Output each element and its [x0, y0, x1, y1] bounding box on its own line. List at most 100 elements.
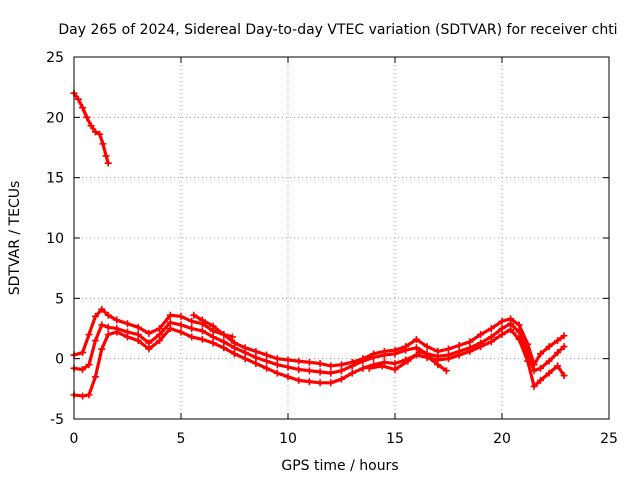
data-point	[99, 140, 107, 148]
data-point	[156, 337, 164, 345]
data-point	[391, 366, 399, 374]
x-axis-label: GPS time / hours	[281, 458, 398, 474]
data-point	[166, 325, 174, 332]
data-point	[85, 331, 93, 339]
x-tick-label: 25	[600, 431, 618, 447]
data-point	[316, 359, 324, 367]
data-point	[338, 375, 345, 383]
data-point	[220, 331, 228, 339]
data-point	[220, 344, 228, 352]
data-point	[241, 349, 249, 357]
data-point	[134, 331, 142, 339]
data-point	[188, 317, 196, 325]
data-point	[177, 328, 185, 336]
data-point	[273, 361, 281, 369]
data-point	[423, 343, 431, 351]
data-point	[515, 335, 523, 343]
data-point	[537, 350, 545, 358]
data-point	[404, 357, 412, 365]
data-point	[85, 391, 93, 399]
data-point	[188, 325, 196, 332]
data-point	[273, 369, 281, 377]
data-point	[560, 343, 568, 351]
data-point	[348, 362, 356, 370]
data-point	[166, 318, 174, 326]
data-point	[530, 382, 538, 390]
data-point	[498, 325, 506, 332]
data-point	[91, 312, 99, 320]
data-point	[391, 359, 399, 367]
data-point	[545, 357, 553, 365]
data-point	[537, 376, 545, 384]
data-point	[295, 366, 303, 374]
series-points-early-arc	[70, 89, 112, 167]
data-point	[554, 337, 562, 345]
data-point	[87, 122, 95, 130]
data-point	[134, 323, 142, 331]
data-point	[466, 347, 474, 355]
data-point	[145, 339, 153, 347]
data-point	[98, 345, 106, 353]
data-point	[327, 379, 335, 387]
data-point	[434, 361, 442, 369]
data-point	[515, 321, 523, 329]
data-point	[263, 351, 271, 359]
data-point	[145, 329, 153, 337]
x-tick-label: 20	[493, 431, 511, 447]
data-point	[305, 367, 313, 375]
data-point	[537, 364, 545, 372]
data-point	[442, 367, 450, 375]
data-point	[284, 373, 292, 381]
data-point	[545, 369, 553, 377]
data-point	[284, 363, 292, 371]
data-point	[79, 366, 87, 374]
data-point	[498, 317, 506, 325]
data-point	[348, 369, 356, 377]
data-point	[423, 352, 431, 360]
data-point	[466, 338, 474, 346]
data-point	[228, 333, 236, 341]
data-point	[209, 339, 217, 347]
data-point	[445, 345, 452, 353]
data-point	[338, 367, 345, 375]
data-point	[252, 359, 260, 367]
data-point	[378, 362, 386, 370]
y-tick-label: -5	[50, 412, 64, 428]
data-point	[156, 331, 164, 339]
data-point	[231, 350, 238, 358]
series-line-early-arc	[72, 91, 110, 165]
data-point	[412, 344, 420, 352]
data-point	[455, 341, 463, 349]
data-point	[91, 373, 99, 381]
data-point	[412, 335, 420, 343]
data-point	[134, 337, 142, 345]
data-point	[338, 361, 345, 369]
data-point	[102, 152, 110, 160]
data-point	[98, 305, 106, 313]
data-point	[252, 347, 260, 355]
data-point	[498, 331, 506, 339]
data-point	[209, 322, 217, 330]
series-points-short-segments-1	[190, 311, 236, 341]
data-point	[524, 357, 532, 365]
data-point	[177, 312, 185, 320]
data-point	[305, 358, 313, 366]
series-points-band-upper	[70, 305, 568, 370]
data-point	[295, 376, 303, 384]
data-point	[545, 343, 553, 351]
data-point	[198, 335, 206, 343]
y-axis-label: SDTVAR / TECUs	[7, 181, 23, 296]
x-tick-label: 0	[70, 431, 79, 447]
data-point	[231, 344, 238, 352]
data-point	[487, 338, 495, 346]
y-tick-label: 10	[46, 231, 64, 247]
data-point	[316, 379, 324, 387]
data-point	[507, 320, 515, 328]
data-point	[104, 311, 112, 319]
data-point	[305, 378, 313, 386]
x-axis-tick-labels: 0 5 10 15 20 25	[70, 431, 618, 447]
series-layer	[70, 89, 568, 400]
data-point	[145, 345, 153, 353]
y-tick-label: 25	[46, 50, 64, 66]
